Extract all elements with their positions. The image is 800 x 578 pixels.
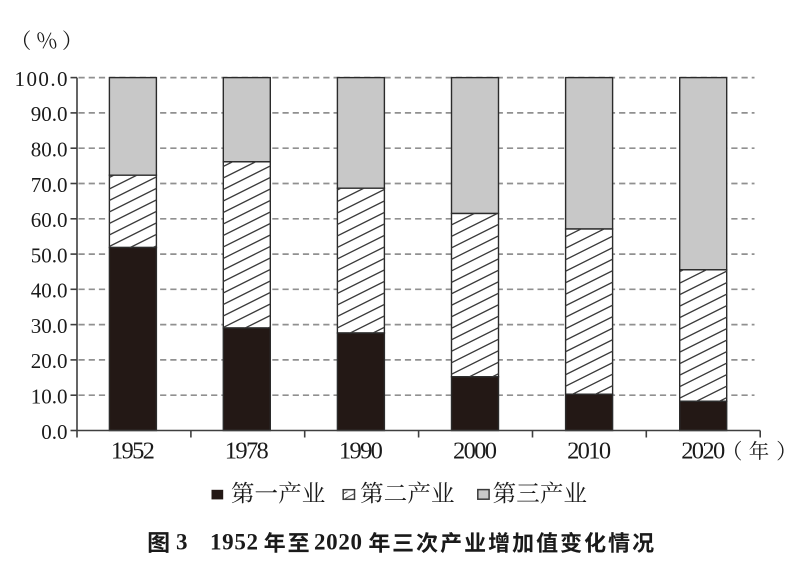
svg-text:90.0: 90.0 bbox=[31, 102, 68, 126]
svg-text:0.0: 0.0 bbox=[41, 420, 67, 444]
svg-text:100.0: 100.0 bbox=[15, 67, 68, 91]
svg-text:2000: 2000 bbox=[453, 438, 497, 465]
svg-text:1952: 1952 bbox=[210, 530, 258, 555]
svg-text:2020: 2020 bbox=[681, 438, 725, 465]
svg-text:1952: 1952 bbox=[111, 438, 155, 465]
svg-text:20.0: 20.0 bbox=[31, 349, 68, 373]
svg-text:10.0: 10.0 bbox=[31, 385, 68, 409]
svg-text:50.0: 50.0 bbox=[31, 243, 68, 267]
svg-text:70.0: 70.0 bbox=[31, 173, 68, 197]
svg-text:1990: 1990 bbox=[339, 438, 383, 465]
svg-text:2020: 2020 bbox=[314, 530, 362, 555]
svg-text:80.0: 80.0 bbox=[31, 138, 68, 162]
svg-text:30.0: 30.0 bbox=[31, 314, 68, 338]
svg-text:40.0: 40.0 bbox=[31, 279, 68, 303]
svg-text:1978: 1978 bbox=[225, 438, 269, 465]
svg-text:60.0: 60.0 bbox=[31, 208, 68, 232]
svg-text:3: 3 bbox=[176, 530, 188, 555]
svg-text:2010: 2010 bbox=[567, 438, 611, 465]
